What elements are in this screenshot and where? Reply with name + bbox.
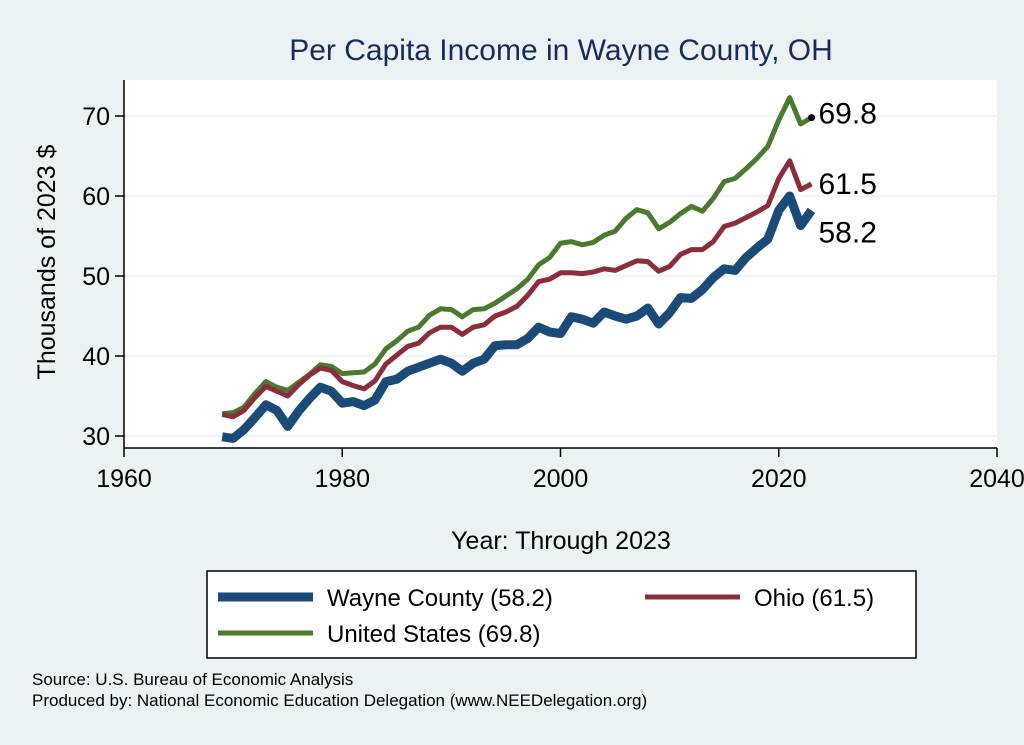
grid-lines — [124, 115, 997, 437]
series-line-1 — [221, 158, 813, 420]
x-tick-label-1: 1980 — [314, 465, 370, 493]
y-tick-label-1: 40 — [82, 343, 110, 371]
legend-box — [206, 570, 917, 659]
end-label-2: 69.8 — [818, 98, 876, 131]
x-tick-label-0: 1960 — [96, 465, 152, 493]
x-axis: 1960 1980 2000 2020 2040 — [96, 447, 1024, 493]
end-point-marker-2 — [807, 114, 815, 122]
x-tick-label-3: 2020 — [751, 465, 807, 493]
legend-label-0: Wayne County (58.2) — [327, 585, 553, 612]
y-tick-label-2: 50 — [82, 263, 110, 291]
series-line-0 — [221, 191, 816, 443]
y-tick-label-0: 30 — [82, 423, 110, 451]
end-label-1: 61.5 — [818, 168, 876, 201]
x-tick-label-4: 2040 — [969, 465, 1024, 493]
source-note: Source: U.S. Bureau of Economic Analysis — [32, 670, 353, 689]
y-tick-label-4: 70 — [82, 103, 110, 131]
x-tick-label-2: 2000 — [533, 465, 589, 493]
end-labels: 58.2 61.5 69.8 — [807, 98, 877, 249]
series-line-2 — [222, 95, 813, 417]
produced-by-note: Produced by: National Economic Education… — [32, 691, 647, 710]
legend-label-1: Ohio (61.5) — [754, 585, 874, 612]
y-axis: 30 40 50 60 70 — [82, 80, 125, 451]
y-axis-title: Thousands of 2023 $ — [33, 144, 61, 379]
series-lines — [221, 95, 816, 443]
legend-label-2: United States (69.8) — [327, 621, 540, 648]
legend: Wayne County (58.2) Ohio (61.5) United Sta… — [206, 570, 917, 659]
end-label-0: 58.2 — [818, 216, 876, 249]
chart-title: Per Capita Income in Wayne County, OH — [289, 34, 833, 67]
x-axis-title: Year: Through 2023 — [451, 527, 671, 555]
y-tick-label-3: 60 — [82, 183, 110, 211]
